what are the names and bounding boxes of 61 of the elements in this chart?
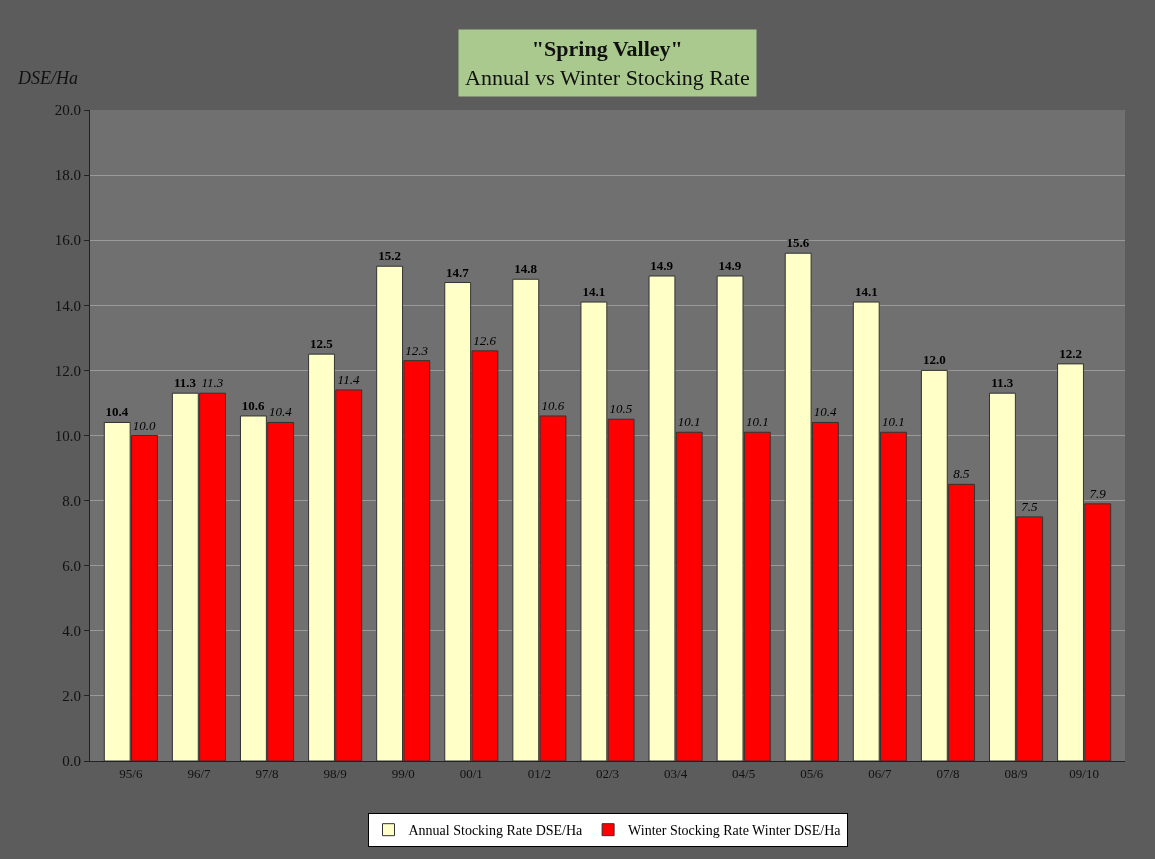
data-label: 14.1 bbox=[582, 284, 606, 300]
data-label: 14.7 bbox=[446, 264, 470, 280]
data-label: 10.1 bbox=[882, 414, 905, 430]
y-tick-label: 2.0 bbox=[62, 688, 81, 705]
x-tick-label: 07/8 bbox=[936, 765, 960, 781]
data-label: 7.5 bbox=[1021, 498, 1039, 514]
legend-label: Annual Stocking Rate DSE/Ha bbox=[408, 823, 584, 839]
data-label: 10.1 bbox=[745, 414, 769, 430]
data-label: 8.5 bbox=[953, 466, 970, 482]
x-tick-label: 01/2 bbox=[527, 765, 551, 781]
legend-label: Winter Stocking Rate Winter DSE/Ha bbox=[628, 823, 842, 839]
data-label: 10.6 bbox=[241, 397, 266, 413]
data-label: 14.9 bbox=[718, 258, 742, 274]
y-tick-label: 10.0 bbox=[54, 427, 81, 444]
y-tick-label: 4.0 bbox=[62, 623, 81, 640]
x-tick-label: 05/6 bbox=[800, 765, 824, 781]
chart-title: "Spring Valley" bbox=[531, 36, 683, 61]
data-label: 10.4 bbox=[813, 404, 838, 420]
x-tick-label: 97/8 bbox=[255, 765, 279, 781]
data-label: 15.2 bbox=[378, 248, 401, 264]
data-label: 14.1 bbox=[854, 284, 878, 300]
data-label: 12.2 bbox=[1059, 345, 1082, 361]
x-tick-label: 98/9 bbox=[323, 765, 347, 781]
y-tick-label: 18.0 bbox=[54, 167, 81, 184]
y-tick-label: 0.0 bbox=[62, 753, 81, 770]
data-label: 14.8 bbox=[514, 261, 538, 277]
data-label: 15.6 bbox=[786, 235, 810, 251]
y-tick-label: 6.0 bbox=[62, 557, 81, 574]
data-label: 11.3 bbox=[174, 375, 197, 391]
x-tick-label: 09/10 bbox=[1069, 765, 1099, 781]
data-label: 12.6 bbox=[473, 332, 497, 348]
data-label: 10.0 bbox=[132, 417, 157, 433]
y-tick-label: 12.0 bbox=[54, 362, 81, 379]
data-label: 11.4 bbox=[337, 371, 360, 387]
y-tick-label: 20.0 bbox=[54, 102, 81, 119]
x-tick-label: 06/7 bbox=[868, 765, 892, 781]
data-label: 11.3 bbox=[201, 375, 224, 391]
data-label: 12.0 bbox=[922, 352, 946, 368]
data-label: 10.1 bbox=[677, 414, 701, 430]
data-label: 7.9 bbox=[1089, 485, 1107, 501]
data-label: 12.3 bbox=[405, 342, 429, 358]
data-label: 14.9 bbox=[650, 258, 674, 274]
data-label: 12.5 bbox=[309, 336, 334, 352]
data-label: 10.4 bbox=[105, 404, 129, 420]
x-tick-label: 04/5 bbox=[732, 765, 756, 781]
x-tick-label: 96/7 bbox=[187, 765, 211, 781]
y-tick-label: 14.0 bbox=[54, 297, 81, 314]
x-tick-label: 00/1 bbox=[459, 765, 483, 781]
x-tick-label: 02/3 bbox=[595, 765, 620, 781]
x-tick-label: 99/0 bbox=[391, 765, 415, 781]
y-tick-label: 16.0 bbox=[54, 232, 81, 249]
data-label: 10.5 bbox=[609, 401, 633, 417]
x-tick-label: 95/6 bbox=[119, 765, 143, 781]
data-label: 10.4 bbox=[269, 404, 293, 420]
y-axis-title: DSE/Ha bbox=[17, 68, 78, 88]
data-label: 11.3 bbox=[991, 375, 1014, 391]
x-tick-label: 03/4 bbox=[664, 765, 688, 781]
y-tick-label: 8.0 bbox=[62, 492, 81, 509]
chart-subtitle: Annual vs Winter Stocking Rate bbox=[465, 64, 750, 90]
data-label: 10.6 bbox=[541, 397, 565, 413]
x-tick-label: 08/9 bbox=[1004, 765, 1028, 781]
